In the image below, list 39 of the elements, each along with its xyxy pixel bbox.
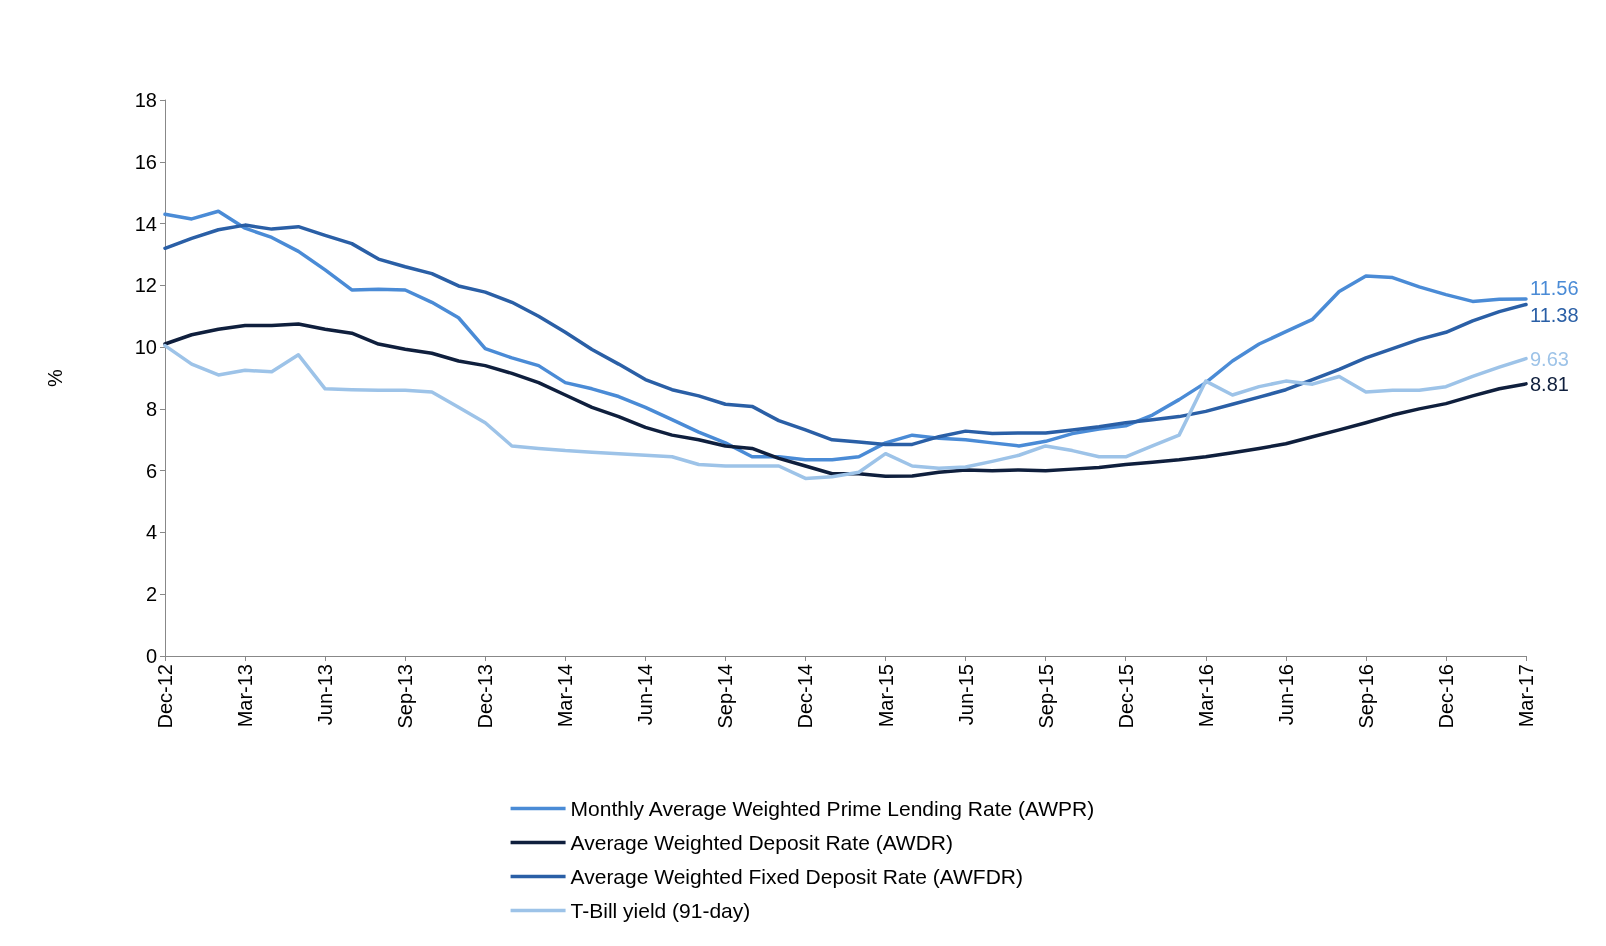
data-label: 11.38: [1530, 304, 1579, 327]
y-tick-label: 18: [134, 89, 157, 111]
x-tick-label: Dec-15: [1114, 664, 1137, 729]
x-tick-label: Mar-16: [1194, 664, 1217, 728]
x-tick-label: Sep-15: [1034, 664, 1057, 729]
y-tick-label: 8: [145, 397, 157, 420]
y-tick-label: 12: [134, 274, 157, 297]
legend-label: Average Weighted Fixed Deposit Rate (AWFDR): [570, 865, 1024, 888]
x-tick-label: Jun-16: [1274, 664, 1297, 726]
y-tick-label: 4: [145, 521, 157, 544]
y-tick-label: 14: [134, 212, 157, 235]
x-tick-label: Jun-15: [954, 664, 977, 726]
data-label: 8.81: [1530, 372, 1569, 395]
data-label: 9.63: [1530, 347, 1569, 370]
legend-label: Monthly Average Weighted Prime Lending Rate (AWPR): [570, 797, 1095, 820]
y-tick-label: 16: [134, 150, 157, 173]
data-label: 11.56: [1530, 276, 1579, 299]
line-series: [163, 322, 1528, 478]
y-axis-title: %: [44, 368, 66, 387]
x-tick-label: Sep-16: [1354, 664, 1377, 729]
x-tick-label: Jun-14: [634, 664, 657, 726]
legend-label: T-Bill yield (91-day): [570, 899, 751, 922]
y-tick-label: 0: [145, 645, 157, 667]
x-tick-label: Mar-17: [1515, 664, 1537, 728]
legend-label: Average Weighted Deposit Rate (AWDR): [570, 831, 954, 854]
x-tick-label: Mar-13: [234, 664, 257, 728]
y-tick-label: 6: [145, 459, 157, 482]
x-tick-label: Mar-15: [874, 664, 897, 728]
x-tick-label: Dec-16: [1434, 664, 1457, 729]
x-tick-label: Sep-14: [714, 664, 737, 729]
x-tick-label: Dec-13: [474, 664, 497, 729]
x-tick-label: Mar-14: [554, 664, 577, 728]
y-tick-label: 10: [134, 336, 157, 359]
y-tick-label: 2: [145, 583, 157, 606]
x-tick-label: Dec-14: [794, 664, 817, 729]
line-series: [163, 343, 1528, 481]
x-tick-label: Dec-12: [154, 664, 176, 729]
x-tick-label: Jun-13: [314, 664, 337, 726]
x-tick-label: Sep-13: [394, 664, 417, 729]
